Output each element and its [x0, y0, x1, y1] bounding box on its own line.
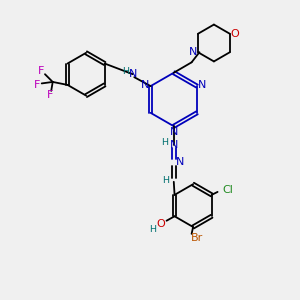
Text: O: O: [231, 29, 240, 39]
Text: O: O: [157, 219, 166, 229]
Text: N: N: [176, 158, 184, 167]
Text: N: N: [129, 69, 137, 79]
Text: H: H: [162, 176, 169, 185]
Text: N: N: [169, 140, 178, 150]
Text: N: N: [169, 127, 178, 137]
Text: H: H: [161, 138, 168, 147]
Text: N: N: [198, 80, 206, 90]
Text: H: H: [149, 225, 156, 234]
Text: N: N: [188, 47, 197, 57]
Text: F: F: [38, 66, 45, 76]
Text: Cl: Cl: [223, 185, 233, 195]
Text: F: F: [34, 80, 41, 90]
Text: N: N: [141, 80, 149, 90]
Text: H: H: [122, 67, 129, 76]
Text: Br: Br: [191, 233, 203, 243]
Text: F: F: [46, 90, 53, 100]
